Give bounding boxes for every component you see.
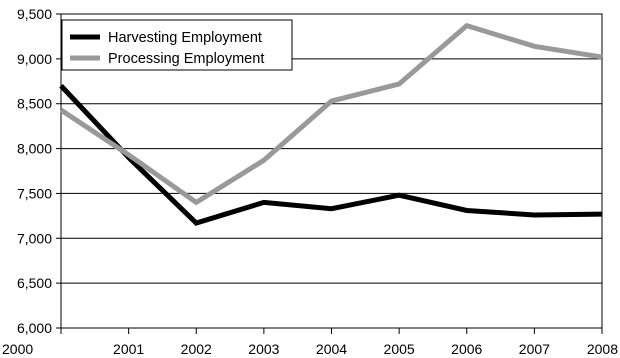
y-tick-label: 9,500: [17, 6, 52, 22]
legend: Harvesting Employment Processing Employm…: [61, 19, 293, 71]
y-tick-label: 8,000: [17, 141, 52, 157]
y-tick-label: 6,000: [17, 320, 52, 336]
legend-label-harvesting: Harvesting Employment: [108, 30, 262, 46]
x-tick-label: 2006: [451, 341, 482, 357]
x-tick-label: 2003: [248, 341, 279, 357]
series-line-processing-employment: [59, 22, 603, 206]
y-tick-label: 7,500: [17, 185, 52, 201]
y-tick-label: 9,000: [17, 51, 52, 67]
y-tick-labels: 6,000 6,500 7,000 7,500 8,000 8,500 9,000 9,500: [17, 6, 52, 336]
x-tick-label: 2002: [181, 341, 212, 357]
y-tick-label: 7,000: [17, 230, 52, 246]
series-line-harvesting-employment: [59, 84, 603, 226]
x-tick-label: 2004: [316, 341, 347, 357]
x-tick-labels: 2000 2001 2002 2003 2004 2005 2006 2007 2008: [2, 341, 618, 357]
x-tick-label: 2005: [384, 341, 415, 357]
y-tick-label: 6,500: [17, 275, 52, 291]
x-tick-label: 2008: [587, 341, 618, 357]
x-tick-label: 2000: [2, 341, 33, 357]
y-tick-label: 8,500: [17, 96, 52, 112]
legend-box: [61, 19, 293, 71]
x-tick-label: 2001: [113, 341, 144, 357]
x-tick-label: 2007: [519, 341, 550, 357]
series-lines: [59, 22, 603, 226]
legend-label-processing: Processing Employment: [108, 51, 264, 67]
axes: [56, 13, 603, 334]
